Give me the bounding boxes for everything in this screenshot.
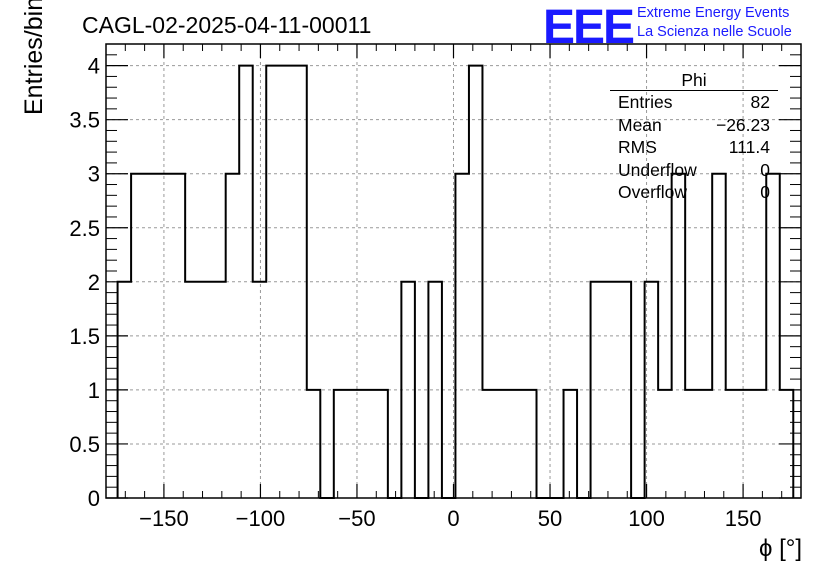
x-tick-label: 100: [628, 506, 665, 531]
histogram-series-phi: [116, 64, 795, 499]
y-tick-label: 2: [88, 270, 100, 295]
y-tick-label: 3.5: [69, 108, 100, 133]
x-tick-label: 0: [447, 506, 459, 531]
x-tick-label: −150: [139, 506, 189, 531]
logo-caption-line2: La Scienza nelle Scuole: [637, 24, 792, 40]
x-tick-label: 150: [725, 506, 762, 531]
logo-caption: Extreme Energy Events La Scienza nelle S…: [637, 4, 792, 42]
stats-row-rms: RMS 111.4: [618, 137, 770, 157]
eee-logo: EEE: [543, 1, 635, 54]
x-tick-label: −100: [236, 506, 286, 531]
x-axis-label: ϕ [°]: [758, 535, 802, 562]
y-tick-label: 0.5: [69, 432, 100, 457]
axis-ticks: [105, 44, 802, 499]
stats-box: Phi Entries 82 Mean −26.23 RMS 111.4 Underf…: [610, 71, 778, 204]
x-tick-label: 50: [538, 506, 562, 531]
stats-row-entries: Entries 82: [618, 92, 770, 112]
y-tick-label: 4: [88, 54, 100, 79]
stats-row-underflow: Underflow 0: [618, 159, 770, 180]
tick-labels: −150 −100 −50 0 50 100 150 0 0.5 1 1.5 2 2.5 3 3.5 4: [69, 54, 761, 531]
logo-caption-line1: Extreme Energy Events: [637, 5, 790, 21]
y-tick-label: 0: [88, 486, 100, 511]
stats-row-overflow: Overflow 0: [618, 182, 770, 202]
y-axis-label: Entries/bin: [20, 0, 48, 115]
y-tick-label: 1: [88, 378, 100, 403]
y-tick-label: 3: [88, 162, 100, 187]
chart-title: CAGL-02-2025-04-11-00011: [82, 12, 372, 38]
x-tick-label: −50: [338, 506, 375, 531]
stats-name: Phi: [610, 71, 778, 91]
stats-row-mean: Mean −26.23: [618, 114, 770, 135]
y-tick-label: 2.5: [69, 216, 100, 241]
y-tick-label: 1.5: [69, 324, 100, 349]
